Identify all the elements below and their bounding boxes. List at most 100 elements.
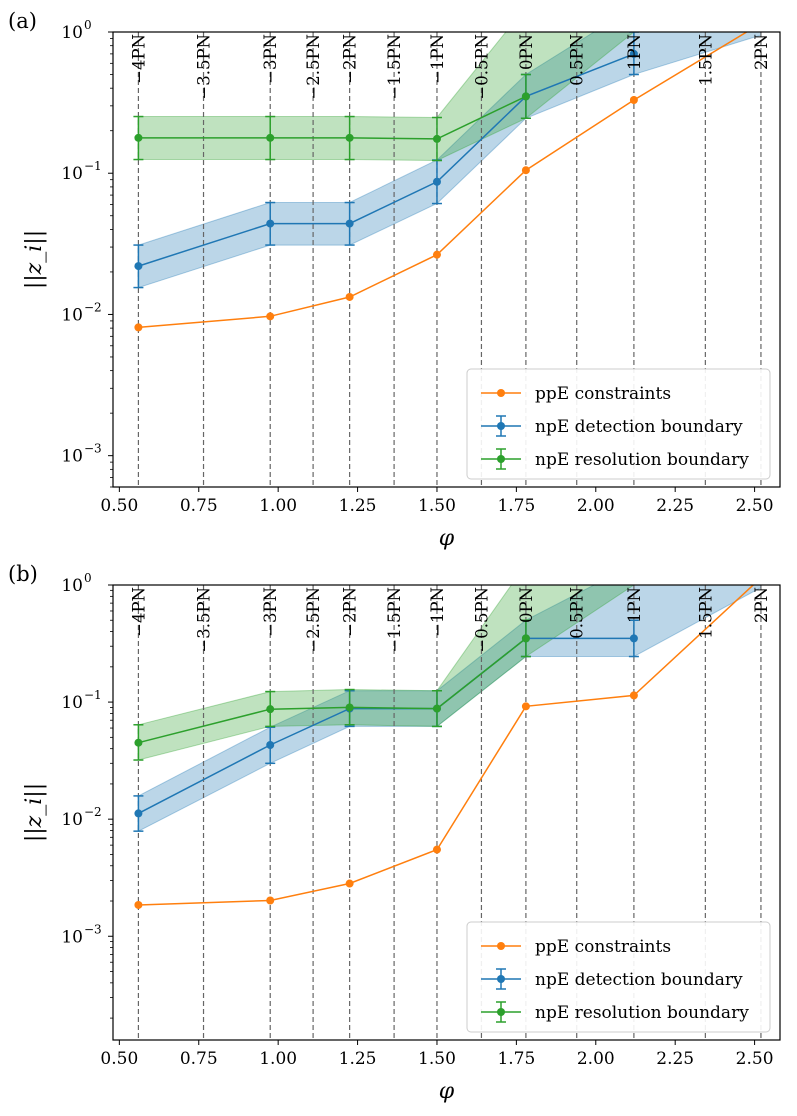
legend-marker [497, 422, 505, 430]
y-tick-label: 10−3 [61, 442, 101, 467]
pn-label: −4PN [129, 587, 148, 637]
data-point-detection [134, 262, 143, 271]
data-point-ppe [432, 250, 441, 259]
panel-label: (b) [8, 562, 38, 586]
y-tick-exp: 0 [84, 18, 92, 32]
y-tick-label: 10−1 [61, 159, 101, 184]
data-point-ppe [266, 312, 275, 321]
pn-label: −3PN [261, 34, 280, 84]
pn-label: −3.5PN [195, 587, 214, 653]
data-point-resolution [345, 703, 354, 712]
data-point-resolution [266, 705, 275, 714]
legend-marker [497, 975, 505, 983]
y-tick-base: 10 [61, 576, 83, 596]
x-tick-label: 2.50 [736, 496, 774, 516]
pn-label: −0.5PN [472, 587, 491, 653]
axes-frame [112, 584, 781, 1041]
x-tick-label: 2.00 [577, 1049, 615, 1069]
data-point-detection [629, 634, 638, 643]
data-point-ppe [629, 691, 638, 700]
x-axis-label: φ [439, 1079, 455, 1104]
data-point-detection [134, 809, 143, 818]
data-point-ppe [757, 574, 765, 582]
axes-frame [112, 31, 781, 488]
data-point-ppe [134, 900, 143, 909]
data-point-ppe [134, 323, 143, 332]
x-tick-label: 1.00 [259, 1049, 297, 1069]
data-point-ppe [345, 292, 354, 301]
pn-label: −1.5PN [385, 587, 404, 653]
pn-label: −2.5PN [304, 587, 323, 653]
legend-marker [497, 942, 505, 950]
y-tick-exp: −1 [84, 159, 102, 173]
data-point-resolution [134, 133, 143, 142]
pn-label: −2PN [341, 34, 360, 84]
y-tick-label: 10−3 [61, 922, 101, 947]
pn-label: 1.5PN [696, 587, 715, 639]
legend-label: npE detection boundary [535, 417, 743, 437]
pn-label: −1.5PN [385, 34, 404, 100]
chart-panel-b: −4PN −3.5PN −3PN −2.5PN −2PN −1.5PN −1PN −0.5PN… [8, 562, 781, 1104]
pn-label: 0.5PN [568, 587, 587, 639]
y-tick-base: 10 [61, 305, 83, 325]
pn-label: −2.5PN [304, 34, 323, 100]
y-tick-label: 10−2 [61, 805, 101, 830]
data-point-detection [266, 219, 275, 228]
pn-label: 0PN [517, 34, 536, 70]
legend-label: npE resolution boundary [535, 450, 749, 470]
y-axis-label: ||z_i|| [22, 230, 47, 289]
y-tick-label: 10−1 [61, 688, 101, 713]
y-tick-label: 10−2 [61, 300, 101, 325]
data-point-detection [266, 741, 275, 750]
pn-label: 1PN [625, 587, 644, 623]
y-tick-base: 10 [61, 693, 83, 713]
y-axis-label: ||z_i|| [22, 783, 47, 842]
data-point-resolution [266, 133, 275, 142]
pn-label: 2PN [752, 587, 771, 623]
legend: ppE constraints npE detection boundary npE… [466, 921, 771, 1033]
legend-marker [497, 455, 505, 463]
x-tick-label: 1.50 [418, 1049, 456, 1069]
data-point-resolution [521, 634, 530, 643]
pn-label: 0.5PN [568, 34, 587, 86]
y-tick-exp: 0 [84, 571, 92, 585]
pn-label: −3PN [261, 587, 280, 637]
data-point-ppe [757, 19, 765, 27]
legend-box [466, 368, 771, 480]
pn-label: 1.5PN [696, 34, 715, 86]
legend-label: ppE constraints [535, 937, 671, 957]
pn-label: −0.5PN [472, 34, 491, 100]
x-tick-label: 1.25 [339, 496, 377, 516]
y-tick-label: 100 [61, 18, 91, 43]
legend-box [466, 921, 771, 1033]
y-tick-exp: −2 [84, 805, 102, 819]
x-tick-label: 1.25 [339, 1049, 377, 1069]
pn-label: −1PN [428, 587, 447, 637]
legend-label: npE detection boundary [535, 970, 743, 990]
y-tick-base: 10 [61, 447, 83, 467]
panel-label: (a) [8, 9, 37, 33]
y-tick-exp: −3 [84, 442, 102, 456]
pn-label: 0PN [517, 587, 536, 623]
x-tick-label: 0.75 [180, 1049, 218, 1069]
x-tick-label: 0.50 [100, 1049, 138, 1069]
x-tick-label: 1.75 [497, 496, 535, 516]
y-tick-base: 10 [61, 23, 83, 43]
data-point-ppe [432, 845, 441, 854]
data-point-resolution [521, 92, 530, 101]
legend-marker [497, 1008, 505, 1016]
x-tick-label: 0.75 [180, 496, 218, 516]
data-point-resolution [432, 704, 441, 713]
data-point-ppe [521, 702, 530, 711]
pn-label: −3.5PN [195, 34, 214, 100]
y-tick-base: 10 [61, 927, 83, 947]
x-tick-label: 2.25 [656, 496, 694, 516]
data-point-detection [345, 219, 354, 228]
pn-label: 2PN [752, 34, 771, 70]
x-tick-label: 0.50 [100, 496, 138, 516]
pn-label: 1PN [625, 34, 644, 70]
y-tick-exp: −3 [84, 922, 102, 936]
x-tick-label: 2.00 [577, 496, 615, 516]
x-tick-label: 1.00 [259, 496, 297, 516]
